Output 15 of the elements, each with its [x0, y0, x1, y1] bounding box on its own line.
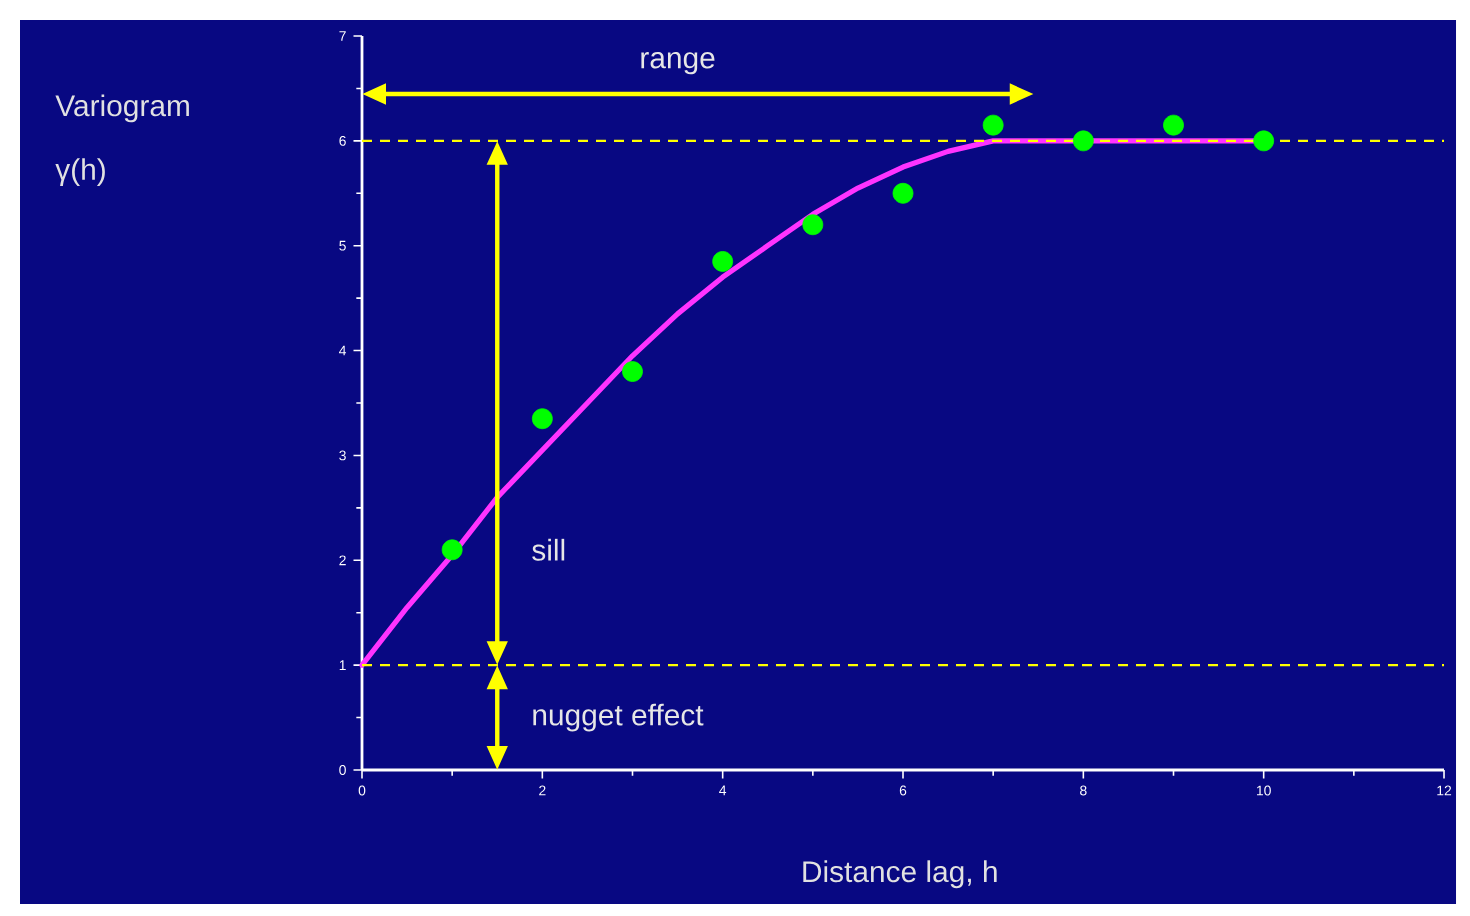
point: [1163, 114, 1184, 136]
annotation: range: [641, 52, 715, 75]
text: Variogram γ(h): [55, 94, 189, 187]
annotation: nugget effect: [533, 703, 704, 732]
point: [441, 539, 463, 561]
point: [712, 251, 734, 272]
point: [622, 361, 643, 382]
point: [802, 214, 824, 236]
point: [892, 182, 914, 204]
annotation: sill: [532, 538, 565, 561]
point: [982, 114, 1004, 136]
point: [1072, 130, 1094, 152]
point: [1253, 130, 1275, 152]
x-axis-title: Distance lag, h: [803, 860, 997, 889]
point: [531, 408, 553, 430]
